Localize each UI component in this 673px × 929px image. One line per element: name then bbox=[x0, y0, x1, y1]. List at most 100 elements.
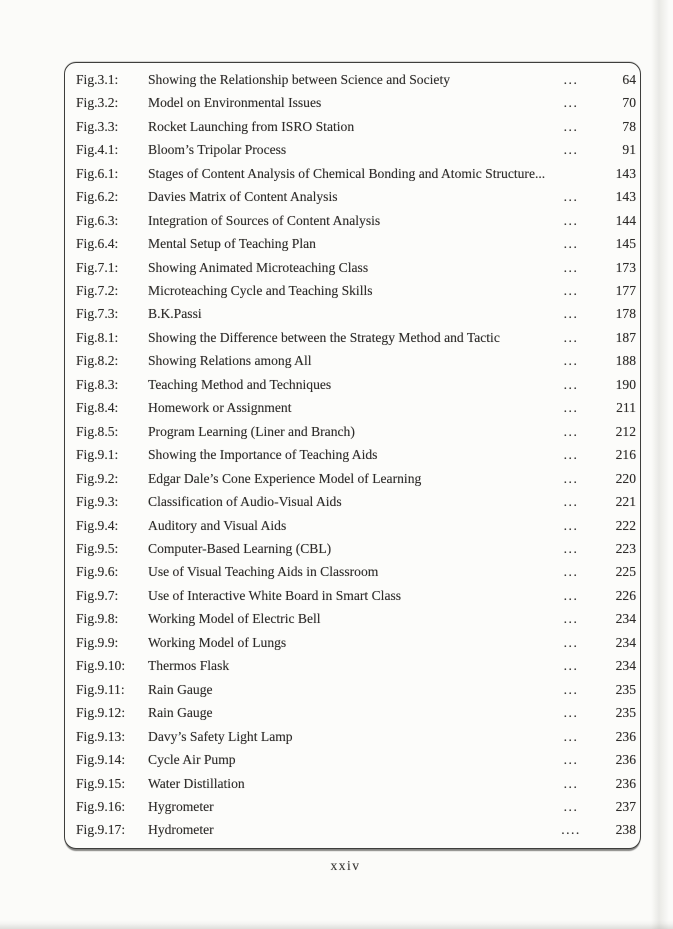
figure-number-label: Fig.7.3: bbox=[76, 306, 119, 322]
dot-leader: ... bbox=[563, 212, 579, 228]
figure-number-label: Fig.3.2: bbox=[76, 95, 119, 111]
dot-leader: ... bbox=[563, 376, 579, 392]
figure-page-number: 187 bbox=[615, 329, 636, 345]
figure-number-label: Fig.9.16: bbox=[76, 798, 126, 814]
figure-title: Mental Setup of Teaching Plan bbox=[148, 236, 316, 252]
figure-number-label: Fig.9.11: bbox=[76, 681, 125, 697]
figure-list-row: Fig.8.1: Showing the Difference between … bbox=[76, 326, 636, 349]
dot-leader: ... bbox=[563, 142, 579, 158]
figure-page-number: 188 bbox=[615, 353, 636, 369]
dot-leader: ... bbox=[563, 283, 579, 298]
figure-page-number: 235 bbox=[615, 681, 636, 697]
figure-title: Teaching Method and Techniques bbox=[148, 376, 332, 392]
figure-number-label: Fig.9.2: bbox=[76, 470, 119, 486]
figure-list-row: Fig.9.9: Working Model of Lungs ... 234 bbox=[76, 631, 636, 654]
figure-number-label: Fig.9.4: bbox=[76, 517, 119, 533]
list-of-figures-box: Fig.3.1: Showing the Relationship betwee… bbox=[64, 62, 641, 849]
figure-page-number: 144 bbox=[615, 212, 636, 228]
dot-leader: ... bbox=[563, 705, 579, 721]
figure-number-label: Fig.6.3: bbox=[76, 212, 119, 228]
figure-page-number: 225 bbox=[615, 564, 636, 580]
dot-leader: ... bbox=[563, 470, 579, 486]
figure-number-label: Fig.9.8: bbox=[76, 611, 119, 627]
figure-list-row: Fig.9.7: Use of Interactive White Board … bbox=[76, 584, 636, 607]
figure-page-number: 236 bbox=[615, 752, 636, 768]
figure-title: Showing the Importance of Teaching Aids bbox=[148, 447, 378, 463]
scan-artifact-bottom-band bbox=[0, 920, 673, 929]
figure-list-row: Fig.6.2: Davies Matrix of Content Analys… bbox=[76, 185, 636, 208]
figure-title: Showing Animated Microteaching Class bbox=[148, 259, 369, 275]
dot-leader: ... bbox=[563, 306, 579, 322]
figure-list-row: Fig.7.1: Showing Animated Microteaching … bbox=[76, 256, 636, 279]
dot-leader: ... bbox=[563, 775, 579, 791]
figure-page-number: 143 bbox=[615, 189, 636, 205]
figure-title: Computer-Based Learning (CBL) bbox=[148, 540, 332, 556]
figure-page-number: 91 bbox=[622, 142, 636, 158]
figure-number-label: Fig.8.4: bbox=[76, 400, 119, 416]
figure-list-row: Fig.8.2: Showing Relations among All ...… bbox=[76, 349, 636, 372]
figure-page-number: 236 bbox=[615, 775, 636, 791]
figure-title: Showing the Difference between the Strat… bbox=[148, 329, 500, 345]
figure-number-label: Fig.9.9: bbox=[76, 634, 119, 650]
figure-title: Davy’s Safety Light Lamp bbox=[148, 728, 293, 744]
figure-title: Microteaching Cycle and Teaching Skills bbox=[148, 283, 373, 298]
dot-leader: ... bbox=[563, 71, 579, 87]
figure-title: B.K.Passi bbox=[148, 306, 202, 322]
figure-page-number: 70 bbox=[622, 95, 636, 111]
dot-leader: ... bbox=[563, 798, 579, 814]
figure-page-number: 211 bbox=[616, 400, 636, 416]
figure-number-label: Fig.9.6: bbox=[76, 564, 119, 580]
dot-leader: ... bbox=[563, 259, 579, 275]
figure-number-label: Fig.3.3: bbox=[76, 118, 119, 134]
figure-title: Rain Gauge bbox=[148, 705, 213, 721]
figure-title: Rocket Launching from ISRO Station bbox=[148, 118, 355, 134]
figure-title: Stages of Content Analysis of Chemical B… bbox=[148, 165, 546, 181]
figure-number-label: Fig.8.5: bbox=[76, 423, 119, 439]
dot-leader: ... bbox=[563, 329, 579, 345]
figure-title: Hygrometer bbox=[148, 798, 214, 814]
figure-list-row: Fig.9.10: Thermos Flask ... 234 bbox=[76, 654, 636, 677]
figure-title: Showing the Relationship between Science… bbox=[148, 71, 451, 87]
figure-title: Bloom’s Tripolar Process bbox=[148, 142, 287, 158]
figure-page-number: 190 bbox=[615, 376, 636, 392]
figure-list-row: Fig.9.6: Use of Visual Teaching Aids in … bbox=[76, 561, 636, 584]
figure-page-number: 221 bbox=[615, 494, 636, 510]
figure-number-label: Fig.9.14: bbox=[76, 752, 126, 768]
figure-list: Fig.3.1: Showing the Relationship betwee… bbox=[76, 68, 636, 842]
figure-list-row: Fig.3.1: Showing the Relationship betwee… bbox=[76, 68, 636, 91]
figure-page-number: 220 bbox=[615, 470, 636, 486]
figure-title: Working Model of Electric Bell bbox=[148, 611, 321, 627]
figure-number-label: Fig.8.3: bbox=[76, 376, 119, 392]
figure-title: Model on Environmental Issues bbox=[148, 95, 322, 111]
figure-page-number: 238 bbox=[615, 822, 636, 838]
figure-page-number: 234 bbox=[615, 658, 636, 674]
figure-number-label: Fig.6.2: bbox=[76, 189, 119, 205]
figure-list-row: Fig.8.3: Teaching Method and Techniques … bbox=[76, 373, 636, 396]
figure-page-number: 234 bbox=[615, 634, 636, 650]
figure-page-number: 143 bbox=[615, 165, 636, 181]
figure-title: Classification of Audio-Visual Aids bbox=[148, 494, 342, 510]
figure-number-label: Fig.6.1: bbox=[76, 165, 119, 181]
figure-number-label: Fig.9.12: bbox=[76, 705, 126, 721]
figure-page-number: 212 bbox=[615, 423, 636, 439]
dot-leader: ... bbox=[563, 681, 579, 697]
figure-page-number: 145 bbox=[615, 236, 636, 252]
figure-page-number: 235 bbox=[615, 705, 636, 721]
dot-leader: ... bbox=[563, 517, 579, 533]
figure-number-label: Fig.9.17: bbox=[76, 822, 126, 838]
figure-number-label: Fig.3.1: bbox=[76, 71, 119, 87]
figure-number-label: Fig.9.7: bbox=[76, 587, 119, 603]
dot-leader: ... bbox=[563, 564, 579, 580]
folio-page-number: xxiv bbox=[330, 858, 361, 873]
scan-artifact-right-band bbox=[651, 0, 669, 929]
figure-title: Hydrometer bbox=[148, 822, 214, 838]
figure-list-row: Fig.3.3: Rocket Launching from ISRO Stat… bbox=[76, 115, 636, 138]
figure-title: Showing Relations among All bbox=[148, 353, 312, 369]
figure-number-label: Fig.7.1: bbox=[76, 259, 119, 275]
figure-number-label: Fig.7.2: bbox=[76, 283, 119, 298]
figure-list-row: Fig.8.4: Homework or Assignment ... 211 bbox=[76, 396, 636, 419]
figure-title: Program Learning (Liner and Branch) bbox=[148, 423, 355, 439]
figure-list-row: Fig.9.1: Showing the Importance of Teach… bbox=[76, 443, 636, 466]
figure-number-label: Fig.9.1: bbox=[76, 447, 119, 463]
